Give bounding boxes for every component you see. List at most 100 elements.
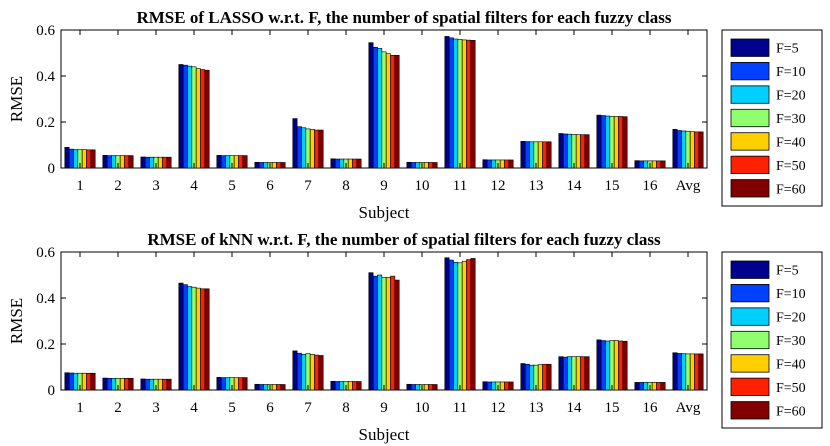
bar-16-F=10	[638, 160, 644, 169]
x-tick-label: 13	[529, 400, 544, 416]
bar-2-F=5	[102, 377, 108, 391]
bar-12-F=50	[504, 381, 510, 391]
bar-12-F=5	[482, 381, 488, 391]
bar-12-F=40	[499, 381, 505, 391]
bar-2-F=60	[128, 377, 134, 391]
bar-11-F=20	[453, 262, 459, 391]
bar-4-F=20	[187, 286, 193, 391]
legend-entry: F=20	[776, 311, 806, 326]
bar-4-F=10	[182, 64, 188, 169]
bar-6-F=20	[263, 384, 269, 391]
bar-7-F=20	[301, 354, 307, 391]
x-tick-label: 1	[76, 400, 84, 416]
legend-swatch	[730, 260, 770, 279]
bar-5-F=5	[216, 377, 222, 391]
bar-2-F=20	[111, 377, 117, 391]
y-tick-label: 0.4	[36, 69, 55, 85]
bar-10-F=50	[428, 384, 434, 391]
bar-9-F=30	[381, 276, 387, 391]
y-axis-label: RMSE	[7, 76, 26, 122]
bar-13-F=5	[520, 141, 526, 169]
bar-11-F=60	[470, 40, 476, 169]
legend-swatch	[730, 108, 770, 128]
legend: F=5 F=10 F=20 F=30 F=40 F=50 F=60	[721, 251, 823, 429]
bar-4-F=30	[191, 66, 197, 169]
bar-2-F=50	[124, 377, 130, 391]
bar-14-F=30	[571, 356, 577, 391]
bar-16-F=5	[634, 160, 640, 169]
bar-1-F=60	[90, 149, 96, 169]
bar-10-F=20	[415, 162, 421, 169]
bar-Avg-F=50	[694, 131, 700, 169]
bar-9-F=40	[385, 53, 391, 169]
bar-5-F=60	[242, 377, 248, 391]
bar-3-F=60	[166, 378, 172, 391]
bar-11-F=60	[470, 258, 476, 391]
bar-9-F=50	[390, 275, 396, 391]
bar-1-F=20	[73, 372, 79, 391]
bar-3-F=60	[166, 156, 172, 169]
bar-16-F=50	[656, 160, 662, 169]
legend-swatch	[730, 330, 770, 350]
bar-16-F=60	[660, 160, 666, 169]
x-tick-label: 9	[380, 400, 388, 416]
bar-5-F=40	[233, 377, 239, 391]
bar-4-F=5	[178, 282, 184, 391]
x-tick-label: 8	[342, 178, 350, 194]
bar-15-F=40	[613, 116, 619, 169]
bar-4-F=60	[204, 288, 210, 391]
bar-4-F=5	[178, 64, 184, 169]
bar-13-F=20	[529, 364, 535, 391]
bar-12-F=10	[486, 381, 492, 391]
bar-10-F=5	[406, 383, 412, 391]
bar-7-F=50	[314, 354, 320, 391]
bar-2-F=5	[102, 155, 108, 169]
bar-2-F=40	[119, 155, 125, 169]
x-tick-label: Avg	[676, 178, 701, 194]
bar-16-F=50	[656, 382, 662, 391]
bar-16-F=40	[651, 160, 657, 169]
bar-9-F=5	[368, 42, 374, 169]
bar-2-F=10	[106, 377, 112, 391]
bar-10-F=5	[406, 161, 412, 169]
bar-8-F=20	[339, 381, 345, 391]
x-tick-label: 6	[266, 400, 274, 416]
bar-5-F=50	[238, 155, 244, 169]
x-tick-label: 14	[567, 400, 583, 416]
bar-5-F=10	[220, 155, 226, 169]
bar-6-F=20	[263, 162, 269, 169]
bar-14-F=50	[580, 134, 586, 169]
bar-14-F=40	[575, 356, 581, 391]
x-tick-label: 15	[605, 400, 620, 416]
bar-2-F=60	[128, 155, 134, 169]
bar-13-F=60	[546, 141, 552, 169]
legend-entry: F=30	[776, 334, 806, 349]
bar-15-F=5	[596, 114, 602, 169]
bar-5-F=50	[238, 377, 244, 391]
x-tick-label: 3	[152, 178, 160, 194]
legend-swatch	[730, 179, 770, 198]
bar-5-F=5	[216, 155, 222, 169]
bar-8-F=50	[352, 158, 358, 169]
bar-9-F=20	[377, 274, 383, 391]
bar-7-F=20	[301, 127, 307, 169]
bar-6-F=60	[280, 162, 286, 169]
bar-Avg-F=30	[685, 130, 691, 169]
x-tick-label: 4	[190, 178, 198, 194]
bar-6-F=50	[276, 384, 282, 391]
bar-7-F=5	[292, 350, 298, 391]
bar-6-F=40	[271, 162, 277, 169]
bar-12-F=20	[491, 159, 497, 169]
bar-13-F=5	[520, 363, 526, 391]
bar-2-F=50	[124, 155, 130, 169]
bar-9-F=40	[385, 276, 391, 391]
bar-11-F=10	[448, 37, 454, 169]
bar-4-F=20	[187, 65, 193, 169]
bar-14-F=60	[584, 356, 590, 391]
bar-2-F=20	[111, 155, 117, 169]
bar-12-F=5	[482, 159, 488, 169]
bar-10-F=60	[432, 384, 438, 391]
bar-Avg-F=30	[685, 353, 691, 391]
bar-14-F=20	[567, 356, 573, 391]
x-tick-label: 3	[152, 400, 160, 416]
